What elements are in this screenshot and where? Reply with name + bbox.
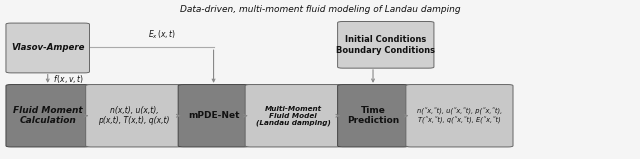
Text: $f\,(x,v,t)$: $f\,(x,v,t)$: [53, 73, 84, 85]
FancyBboxPatch shape: [338, 21, 434, 68]
Text: Initial Conditions
Boundary Conditions: Initial Conditions Boundary Conditions: [336, 35, 435, 55]
Text: Vlasov-Ampere: Vlasov-Ampere: [11, 43, 84, 52]
Text: Fluid Moment
Calculation: Fluid Moment Calculation: [13, 106, 83, 125]
FancyBboxPatch shape: [245, 85, 342, 147]
FancyBboxPatch shape: [406, 85, 513, 147]
FancyBboxPatch shape: [6, 85, 90, 147]
Text: $E_x\,(x,t)$: $E_x\,(x,t)$: [148, 28, 176, 41]
FancyBboxPatch shape: [6, 23, 90, 73]
Text: n(x,t), u(x,t),
p(x,t), T(x,t), q(x,t): n(x,t), u(x,t), p(x,t), T(x,t), q(x,t): [98, 106, 170, 125]
Text: n(˜x,˜t), u(˜x,˜t), p(˜x,˜t),
T(˜x,˜t), q(˜x,˜t), E(˜x,˜t): n(˜x,˜t), u(˜x,˜t), p(˜x,˜t), T(˜x,˜t), …: [417, 108, 502, 124]
Text: Multi-Moment
Fluid Model
(Landau damping): Multi-Moment Fluid Model (Landau damping…: [256, 106, 331, 126]
FancyBboxPatch shape: [178, 85, 249, 147]
FancyBboxPatch shape: [86, 85, 182, 147]
Text: Data-driven, multi-moment fluid modeling of Landau damping: Data-driven, multi-moment fluid modeling…: [180, 5, 461, 14]
FancyBboxPatch shape: [338, 85, 408, 147]
Text: Time
Prediction: Time Prediction: [347, 106, 399, 125]
Text: mPDE-Net: mPDE-Net: [188, 111, 239, 120]
